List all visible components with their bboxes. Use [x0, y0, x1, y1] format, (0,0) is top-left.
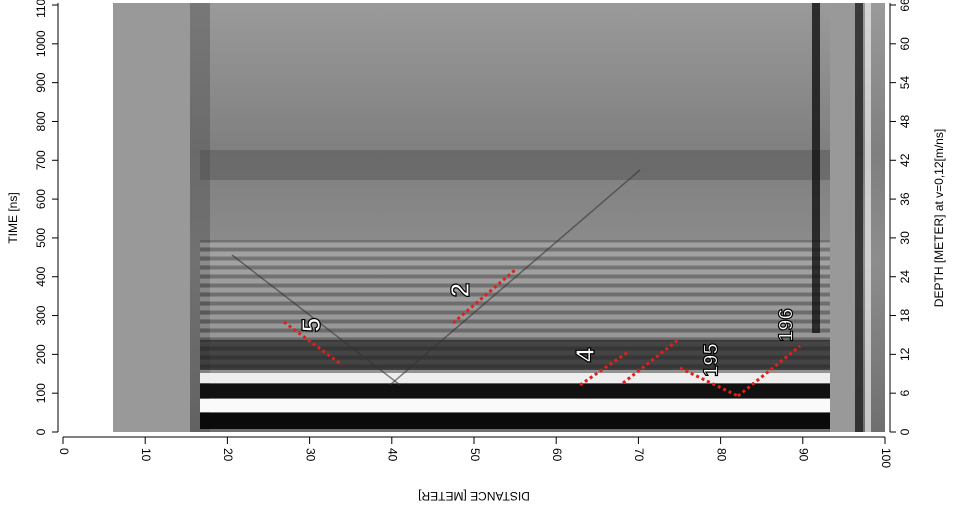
y-tick-label: 100: [34, 383, 48, 403]
x-tick-label: 50: [468, 448, 482, 462]
y-tick-label: 600: [34, 189, 48, 209]
y-tick-label: 800: [34, 111, 48, 131]
annotation: 5: [296, 318, 326, 332]
annotation: 4: [570, 347, 600, 362]
y2-tick-label: 0: [898, 428, 912, 435]
radar-image: [113, 3, 885, 432]
y2-tick-label: 48: [898, 114, 912, 128]
annotation: 195: [700, 343, 722, 376]
y2-tick-label: 18: [898, 309, 912, 323]
x-tick-label: 70: [632, 448, 646, 462]
y2-tick-label: 54: [898, 76, 912, 90]
y-tick-label: 200: [34, 344, 48, 364]
x-tick-label: 10: [139, 448, 153, 462]
y2-tick-label: 60: [898, 37, 912, 51]
dotted-line: [283, 320, 343, 367]
dotted-line: [579, 350, 629, 387]
x-tick-label: 0: [57, 448, 71, 455]
y2-tick-label: 66: [898, 0, 912, 12]
y2-tick-label: 6: [898, 390, 912, 397]
dotted-line: [737, 344, 801, 398]
dotted-line: [452, 268, 516, 325]
y-tick-label: 700: [34, 150, 48, 170]
y2-tick-label: 12: [898, 347, 912, 361]
y-tick-label: 400: [34, 266, 48, 286]
y2-tick-label: 30: [898, 231, 912, 245]
x-tick-label: 40: [386, 448, 400, 462]
y2-axis-label: DEPTH [METER] at v=0,12[m/ns]: [932, 129, 946, 307]
x-tick-label: 80: [714, 448, 728, 462]
y-tick-label: 900: [34, 72, 48, 92]
y-tick-label: 0: [34, 428, 48, 435]
x-axis-label: DISTANCE [METER]: [418, 489, 530, 503]
dotted-line: [679, 366, 739, 398]
y-tick-label: 500: [34, 228, 48, 248]
y-tick-label: 300: [34, 305, 48, 325]
y2-tick-label: 42: [898, 153, 912, 167]
x-tick-label: 60: [550, 448, 564, 462]
x-tick-label: 90: [797, 448, 811, 462]
y-axis-label: TIME [ns]: [6, 192, 20, 243]
annotation: 2: [445, 283, 475, 297]
interpretation-lines: [283, 268, 801, 398]
y2-tick-label: 24: [898, 270, 912, 284]
x-tick-label: 30: [303, 448, 317, 462]
y-tick-label: 1100: [34, 0, 48, 18]
annotation: 196: [775, 308, 797, 341]
y-tick-label: 1000: [34, 30, 48, 57]
y2-tick-label: 36: [898, 192, 912, 206]
x-tick-label: 100: [879, 448, 893, 468]
x-tick-label: 20: [221, 448, 235, 462]
